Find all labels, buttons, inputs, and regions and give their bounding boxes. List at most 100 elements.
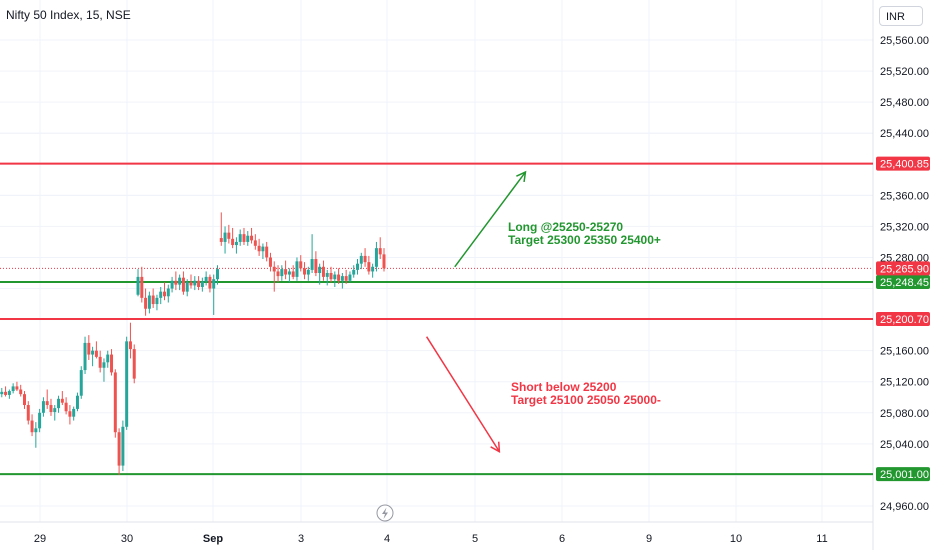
candle-body: [268, 257, 272, 267]
candle-body: [265, 246, 269, 258]
price-tag-label: 25,248.45: [880, 277, 929, 289]
trend-arrow-head: [516, 170, 527, 183]
y-tick-label: 25,520.00: [880, 66, 929, 78]
annotation-text: Target 25100 25050 25000-: [511, 393, 661, 407]
candle-body: [242, 234, 246, 242]
price-tag-label: 25,001.00: [880, 469, 929, 481]
candle-body: [276, 271, 280, 277]
price-tag-label: 25,265.90: [880, 263, 929, 275]
candle-body: [136, 276, 140, 295]
x-tick-label: 3: [298, 533, 304, 545]
candle-body: [374, 248, 378, 267]
candle-body: [238, 234, 242, 242]
candle-body: [41, 401, 45, 413]
candle-body: [15, 386, 19, 390]
candle-body: [371, 266, 375, 272]
x-tick-label: 9: [646, 533, 652, 545]
candle-body: [204, 276, 208, 282]
candle-body: [227, 232, 231, 239]
candle-body: [215, 269, 219, 280]
annotation-text: Short below 25200: [511, 380, 617, 394]
price-tag-label: 25,400.85: [880, 159, 929, 171]
candle-body: [30, 420, 34, 433]
candle-body: [132, 349, 136, 379]
candle-body: [155, 297, 159, 305]
candle-body: [159, 291, 163, 298]
annotation-arrows: [425, 170, 527, 453]
candle-body: [295, 261, 299, 277]
currency-button[interactable]: INR: [879, 6, 923, 26]
candle-body: [4, 391, 8, 395]
candle-body: [19, 389, 23, 395]
candle-body: [83, 342, 87, 371]
y-tick-label: 25,440.00: [880, 128, 929, 140]
candle-body: [163, 291, 167, 297]
candle-body: [382, 254, 386, 269]
trend-arrow-head: [490, 441, 501, 453]
x-tick-label: 4: [384, 533, 390, 545]
candle-body: [60, 398, 64, 403]
candle-body: [57, 398, 61, 409]
price-tag: [876, 467, 930, 482]
candle-body: [91, 350, 95, 355]
candle-body: [144, 297, 148, 309]
y-tick-label: 25,560.00: [880, 35, 929, 47]
candle-body: [26, 405, 30, 421]
candle-body: [348, 274, 352, 281]
annotation-text: Target 25300 25350 25400+: [508, 233, 661, 247]
candle-body: [34, 428, 38, 433]
candle-body: [94, 350, 98, 357]
y-tick-label: 25,320.00: [880, 221, 929, 233]
price-axis[interactable]: 25,560.00 25,520.00 25,480.00 25,440.00 25,3…: [876, 35, 930, 513]
candles: [0, 212, 386, 475]
grid: [0, 0, 874, 550]
candle-body: [147, 295, 151, 309]
candle-body: [79, 370, 83, 396]
candle-body: [250, 235, 254, 241]
candle-body: [340, 276, 344, 281]
candle-body: [189, 282, 193, 286]
symbol-title[interactable]: Nifty 50 Index, 15, NSE: [6, 8, 131, 22]
x-tick-label: 6: [559, 533, 565, 545]
x-tick-label: 10: [730, 533, 742, 545]
y-tick-label: 25,040.00: [880, 439, 929, 451]
candle-body: [151, 295, 155, 305]
candle-body: [45, 401, 49, 406]
candle-body: [110, 354, 114, 373]
candle-body: [87, 342, 91, 355]
candle-body: [344, 276, 348, 281]
trend-arrow-line: [425, 336, 500, 453]
candle-body: [68, 411, 72, 417]
candle-body: [329, 273, 333, 280]
candle-body: [11, 386, 15, 392]
price-tag: [876, 261, 930, 276]
x-tick-label: 11: [816, 533, 827, 545]
candle-body: [287, 271, 291, 275]
candle-body: [140, 276, 144, 298]
y-tick-label: 25,120.00: [880, 377, 929, 389]
candle-body: [284, 269, 288, 275]
candle-body: [356, 263, 360, 270]
candle-body: [299, 261, 303, 269]
price-levels: [0, 162, 873, 476]
candle-body: [219, 238, 223, 242]
lightning-icon[interactable]: [376, 504, 394, 522]
candle-body: [193, 280, 197, 286]
candle-body: [125, 341, 129, 427]
candle-body: [49, 405, 53, 413]
candle-body: [113, 372, 117, 433]
x-tick-label: 30: [121, 533, 133, 545]
candle-body: [234, 241, 238, 246]
candle-body: [359, 255, 363, 264]
y-tick-label: 25,080.00: [880, 408, 929, 420]
candle-body: [197, 280, 201, 287]
candle-body: [231, 238, 235, 246]
time-axis[interactable]: 29 30 Sep 3 4 5 6 9 10 11: [34, 533, 828, 545]
candle-body: [166, 288, 170, 297]
y-tick-label: 24,960.00: [880, 501, 929, 513]
candle-body: [337, 274, 341, 281]
candle-body: [321, 266, 325, 277]
candle-body: [257, 245, 261, 252]
